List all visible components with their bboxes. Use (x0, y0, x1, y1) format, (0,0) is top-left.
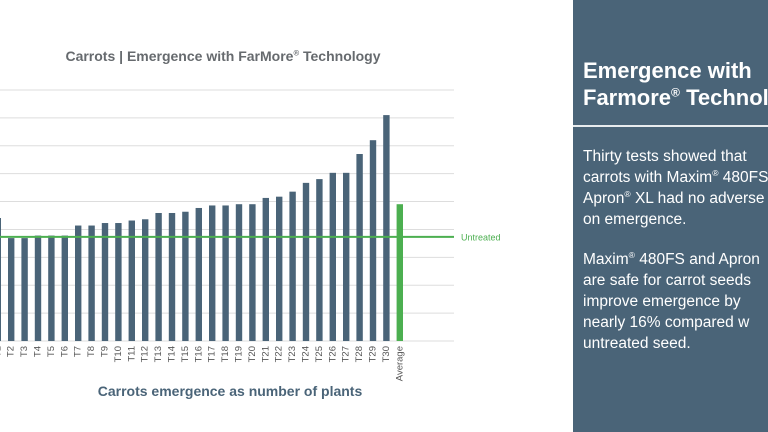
x-tick-label: T10 (113, 346, 124, 362)
data-bar (0, 218, 1, 341)
x-tick-label: T16 (193, 346, 204, 362)
x-tick-label: T4 (33, 346, 44, 357)
x-tick-label: T7 (73, 346, 84, 357)
untreated-reference-label: Untreated (461, 232, 501, 242)
x-tick-label: T14 (167, 346, 178, 362)
x-tick-label: T3 (19, 346, 30, 357)
x-tick-label: T1 (0, 346, 3, 357)
x-tick-label: T28 (354, 346, 365, 362)
x-tick-label: T5 (46, 346, 57, 357)
x-tick-label: T30 (381, 346, 392, 362)
chart-title: Carrots | Emergence with FarMore® Techno… (65, 48, 381, 64)
panel-divider (573, 125, 768, 127)
x-tick-label: T11 (126, 346, 137, 362)
x-tick-label: T27 (341, 346, 352, 362)
x-tick-label: T19 (234, 346, 245, 362)
bar-chart: T1 T2 T3 T4 T5 T6 T7 T8 T9 T10 T11 T12 T13 T14 T15 T16 T… (0, 89, 501, 381)
x-tick-label: T24 (301, 346, 312, 362)
data-bar (88, 225, 95, 341)
data-bar (101, 223, 109, 341)
chart-area: T1 T2 T3 T4 T5 T6 T7 T8 T9 T10 T11 T12 T13 T14 T15 T16 T… (0, 48, 501, 399)
data-bar (209, 205, 216, 341)
data-bar (343, 172, 350, 341)
data-bar (383, 115, 390, 341)
x-tick-label: T2 (6, 346, 17, 357)
data-bar (329, 172, 336, 341)
data-bar (262, 197, 269, 341)
data-bar (222, 205, 229, 341)
data-bar (302, 182, 310, 341)
data-bar (316, 179, 323, 341)
x-tick-label: T26 (327, 346, 338, 362)
data-bar (142, 219, 149, 341)
data-bar (249, 204, 256, 341)
data-bar (235, 204, 243, 341)
data-bar (48, 235, 55, 341)
x-tick-label: T18 (220, 346, 231, 362)
x-axis-title: Carrots emergence as number of plants (97, 383, 363, 399)
side-panel: Emergence with Farmore® Technology Thirt… (573, 0, 768, 432)
panel-paragraph-2: Maxim® 480FS and Apron are safe for carr… (583, 249, 760, 352)
data-bar (8, 238, 15, 341)
data-bar (195, 207, 202, 341)
x-tick-label: T13 (153, 346, 164, 362)
data-bar (155, 212, 162, 341)
data-bar (369, 140, 377, 341)
data-bar (115, 223, 122, 341)
data-bar (276, 196, 283, 341)
data-bar (356, 154, 363, 341)
x-tick-label: T17 (207, 346, 218, 362)
x-tick-label: T20 (247, 346, 258, 362)
x-tick-label: T12 (140, 346, 151, 362)
average-bar (396, 204, 403, 341)
data-bar (61, 235, 68, 341)
x-tick-label: T25 (314, 346, 325, 362)
x-tick-label: T6 (59, 346, 70, 357)
x-tick-label: T23 (287, 346, 298, 362)
data-bar (21, 238, 28, 341)
x-tick-label: T9 (100, 346, 111, 357)
data-bar (128, 220, 135, 341)
x-tick-label: T29 (368, 346, 379, 362)
x-tick-label: T21 (260, 346, 271, 362)
data-bar (168, 212, 176, 341)
data-bar (34, 235, 42, 341)
data-bar (75, 225, 82, 341)
x-tick-label: T15 (180, 346, 191, 362)
x-tick-label: T8 (86, 346, 97, 357)
x-tick-label: Average (394, 346, 405, 381)
data-bar (289, 191, 296, 341)
panel-heading: Emergence with Farmore® Technology (583, 58, 768, 110)
x-tick-label: T22 (274, 346, 285, 362)
data-bar (182, 211, 189, 341)
panel-paragraph-1: Thirty tests showed that carrots with Ma… (583, 148, 768, 228)
